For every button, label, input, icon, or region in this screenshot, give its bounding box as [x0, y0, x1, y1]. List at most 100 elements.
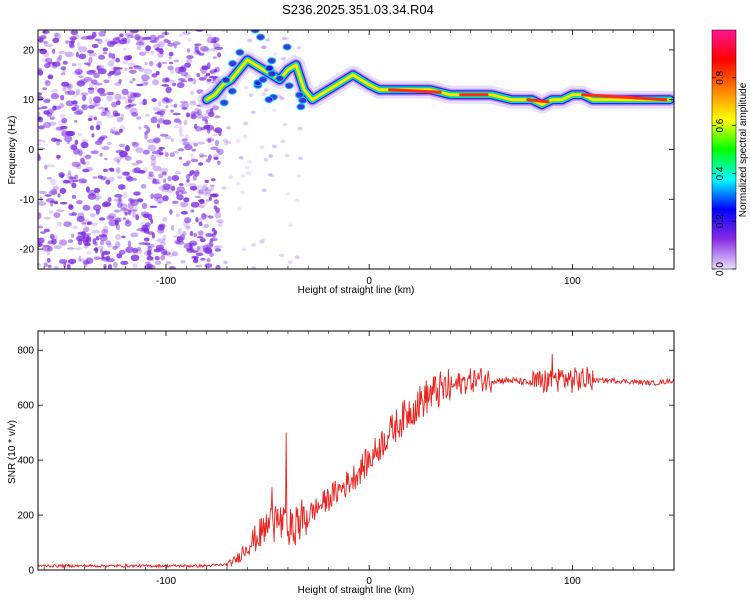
noise-speckle	[153, 43, 161, 50]
noise-speckle	[136, 228, 145, 232]
noise-speckle	[204, 119, 209, 124]
noise-speckle	[106, 215, 115, 221]
noise-speckle	[118, 143, 125, 148]
noise-speckle	[191, 148, 196, 152]
noise-speckle	[75, 51, 80, 58]
noise-speckle	[87, 49, 95, 54]
y-tick-label: 10	[23, 95, 35, 106]
noise-speckle	[104, 107, 108, 111]
noise-speckle	[180, 80, 188, 83]
noise-speckle	[165, 98, 174, 103]
x-tick-label: 0	[366, 576, 372, 587]
noise-speckle	[122, 217, 126, 220]
noise-speckle	[279, 253, 285, 258]
noise-speckle	[132, 263, 138, 269]
noise-speckle	[176, 194, 184, 201]
noise-speckle	[101, 145, 110, 151]
noise-speckle	[54, 33, 61, 40]
noise-speckle	[97, 68, 107, 75]
y-tick-label: -10	[20, 195, 35, 206]
noise-speckle	[82, 204, 91, 211]
noise-speckle	[76, 41, 81, 49]
signal-blob	[264, 64, 274, 72]
noise-speckle	[202, 47, 211, 53]
noise-speckle	[168, 56, 172, 60]
noise-speckle	[70, 30, 79, 35]
noise-speckle	[226, 140, 232, 145]
noise-speckle	[72, 179, 79, 183]
noise-speckle	[38, 155, 42, 162]
noise-speckle	[179, 104, 186, 108]
noise-speckle	[68, 170, 72, 176]
noise-speckle	[251, 243, 257, 247]
noise-speckle	[205, 72, 211, 77]
signal-blob	[282, 43, 292, 51]
x-tick-label: 0	[366, 276, 372, 287]
ridge-band	[205, 58, 672, 107]
noise-speckle	[131, 141, 136, 146]
noise-speckle	[136, 198, 144, 203]
noise-speckle	[180, 71, 188, 77]
noise-speckle	[66, 83, 72, 89]
noise-speckle	[196, 73, 201, 78]
noise-speckle	[162, 183, 171, 190]
noise-speckle	[93, 96, 101, 104]
noise-speckle	[143, 237, 150, 242]
noise-speckle	[63, 221, 72, 228]
noise-speckle	[261, 92, 267, 97]
noise-speckle	[111, 53, 116, 60]
noise-speckle	[38, 125, 45, 130]
noise-speckle	[105, 179, 111, 185]
noise-speckle	[199, 46, 209, 52]
noise-speckle	[197, 141, 205, 145]
y-tick-label: 20	[23, 45, 35, 56]
noise-speckle	[68, 204, 74, 210]
noise-speckle	[47, 264, 52, 268]
noise-speckle	[132, 141, 139, 148]
noise-speckle	[75, 88, 81, 96]
noise-speckle	[38, 242, 43, 248]
noise-speckle	[152, 178, 160, 184]
noise-speckle	[203, 124, 211, 130]
noise-speckle	[150, 50, 154, 55]
noise-speckle	[189, 101, 197, 106]
noise-speckle	[207, 138, 212, 144]
noise-speckle	[81, 104, 89, 111]
noise-speckle	[136, 83, 144, 87]
noise-speckle	[122, 171, 130, 176]
noise-speckle	[115, 233, 121, 241]
noise-speckle	[170, 138, 175, 142]
colorbar-tick-label: 0.4	[715, 166, 726, 180]
noise-speckle	[209, 252, 214, 257]
noise-speckle	[108, 52, 113, 59]
noise-speckle	[98, 54, 106, 60]
noise-speckle	[122, 191, 128, 199]
noise-speckle	[123, 47, 127, 51]
signal-blob	[219, 99, 229, 107]
noise-speckle	[151, 181, 161, 185]
noise-speckle	[82, 219, 90, 225]
noise-speckle	[59, 113, 66, 119]
noise-speckle	[107, 197, 112, 202]
y-tick-label: 800	[17, 346, 34, 357]
noise-speckle	[206, 128, 211, 134]
noise-speckle	[52, 48, 56, 55]
noise-speckle	[166, 79, 175, 83]
noise-speckle	[170, 109, 174, 113]
noise-speckle	[241, 247, 247, 252]
noise-speckle	[235, 139, 241, 143]
noise-speckle	[65, 40, 69, 44]
noise-speckle	[195, 217, 199, 223]
noise-speckle	[143, 68, 152, 75]
snr-ylabel: SNR (10 * v/v)	[7, 420, 18, 484]
noise-speckle	[114, 217, 122, 223]
noise-speckle	[178, 127, 183, 134]
noise-speckle	[221, 186, 227, 190]
noise-speckle	[149, 205, 158, 208]
noise-speckle	[208, 75, 218, 79]
noise-speckle	[158, 185, 167, 191]
noise-speckle	[263, 158, 269, 162]
noise-speckle	[152, 165, 162, 172]
noise-speckle	[83, 154, 92, 158]
noise-speckle	[98, 136, 105, 141]
